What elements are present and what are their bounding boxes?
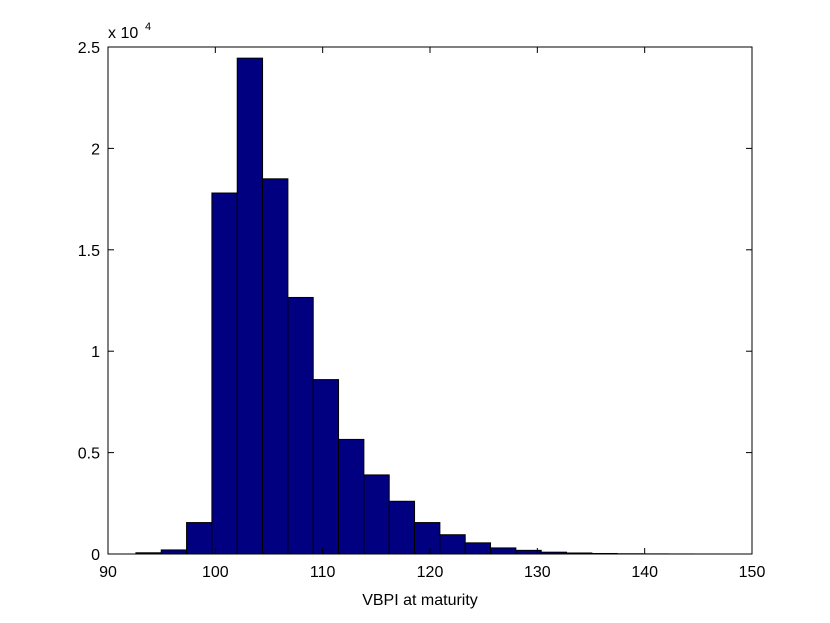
x-tick-label: 90 <box>99 564 117 581</box>
histogram-bar <box>490 547 517 555</box>
x-tick-label: 100 <box>202 564 229 581</box>
x-tick-label: 140 <box>631 564 658 581</box>
y-exponent-label: x 10 4 <box>108 21 151 42</box>
y-exponent-base: x 10 <box>108 25 138 42</box>
bars-group <box>135 57 720 555</box>
x-axis-label: VBPI at maturity <box>362 592 478 609</box>
x-tick-label: 120 <box>417 564 444 581</box>
y-tick-label: 2.5 <box>78 40 100 57</box>
x-tick-label: 110 <box>310 564 336 581</box>
y-tick-label: 1 <box>91 344 100 361</box>
histogram-bar <box>211 192 238 555</box>
plot-area-background <box>108 47 752 554</box>
histogram-bar <box>160 549 188 555</box>
histogram-bar <box>414 522 441 555</box>
y-tick-label: 1.5 <box>78 243 100 260</box>
histogram-bar <box>388 500 416 555</box>
y-tick-label: 2 <box>91 141 100 158</box>
y-tick-label: 0.5 <box>78 446 100 463</box>
y-exponent-power: 4 <box>145 21 151 33</box>
ticks-group: 90 100 110 120 130 140 150 0 0.5 1 1.5 2 2.5 <box>78 40 766 581</box>
x-tick-label: 150 <box>739 564 766 581</box>
histogram-bar <box>439 534 466 555</box>
histogram-bar <box>312 379 340 555</box>
histogram-bar <box>338 438 365 555</box>
histogram-bar <box>287 296 314 555</box>
histogram-bar <box>262 178 289 555</box>
histogram-bar <box>236 57 264 555</box>
y-tick-label: 0 <box>91 547 100 564</box>
x-tick-label: 130 <box>524 564 551 581</box>
histogram-bar <box>464 542 492 555</box>
histogram-bar <box>363 474 390 555</box>
histogram-bar <box>186 522 213 555</box>
